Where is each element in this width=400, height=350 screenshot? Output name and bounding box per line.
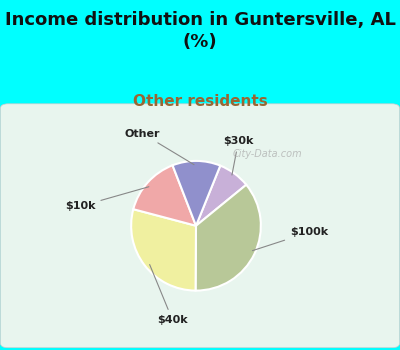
Text: $40k: $40k: [150, 265, 188, 325]
Text: $30k: $30k: [223, 136, 254, 175]
Wedge shape: [196, 185, 261, 290]
Wedge shape: [131, 209, 196, 290]
FancyBboxPatch shape: [0, 104, 400, 348]
Text: $100k: $100k: [252, 227, 328, 251]
Text: City-Data.com: City-Data.com: [232, 149, 302, 159]
Text: Other: Other: [125, 129, 194, 164]
Text: $10k: $10k: [65, 187, 149, 211]
Wedge shape: [133, 165, 196, 226]
Text: Other residents: Other residents: [133, 94, 267, 110]
Text: Income distribution in Guntersville, AL
(%): Income distribution in Guntersville, AL …: [4, 10, 396, 51]
Wedge shape: [196, 166, 246, 226]
Wedge shape: [172, 161, 220, 226]
